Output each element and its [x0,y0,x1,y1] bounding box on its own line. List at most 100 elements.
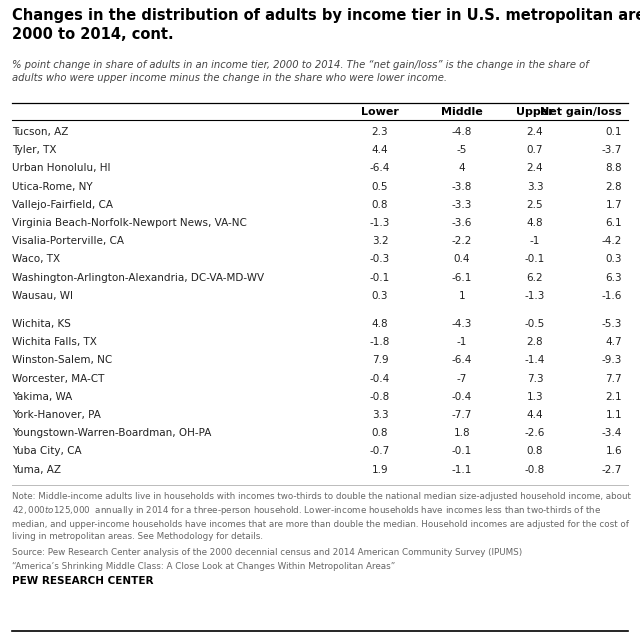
Text: Wichita, KS: Wichita, KS [12,319,71,329]
Text: 4.4: 4.4 [372,145,388,155]
Text: 7.9: 7.9 [372,356,388,365]
Text: -6.4: -6.4 [452,356,472,365]
Text: Changes in the distribution of adults by income tier in U.S. metropolitan areas,: Changes in the distribution of adults by… [12,8,640,42]
Text: -1.4: -1.4 [525,356,545,365]
Text: -1.6: -1.6 [602,291,622,301]
Text: 6.2: 6.2 [527,272,543,283]
Text: 2.1: 2.1 [605,392,622,402]
Text: 4.8: 4.8 [527,218,543,228]
Text: 2.5: 2.5 [527,200,543,210]
Text: 3.3: 3.3 [372,410,388,420]
Text: -0.7: -0.7 [370,446,390,457]
Text: -7: -7 [457,373,467,384]
Text: 7.3: 7.3 [527,373,543,384]
Text: 7.7: 7.7 [605,373,622,384]
Text: 1.6: 1.6 [605,446,622,457]
Text: Washington-Arlington-Alexandria, DC-VA-MD-WV: Washington-Arlington-Alexandria, DC-VA-M… [12,272,264,283]
Text: 0.4: 0.4 [454,255,470,264]
Text: 2.8: 2.8 [527,337,543,347]
Text: Winston-Salem, NC: Winston-Salem, NC [12,356,112,365]
Text: Wichita Falls, TX: Wichita Falls, TX [12,337,97,347]
Text: 3.3: 3.3 [527,182,543,192]
Text: -1.3: -1.3 [525,291,545,301]
Text: -4.2: -4.2 [602,236,622,246]
Text: -0.1: -0.1 [525,255,545,264]
Text: 1.3: 1.3 [527,392,543,402]
Text: -5: -5 [457,145,467,155]
Text: 4: 4 [459,163,465,173]
Text: Visalia-Porterville, CA: Visalia-Porterville, CA [12,236,124,246]
Text: 0.3: 0.3 [372,291,388,301]
Text: Yakima, WA: Yakima, WA [12,392,72,402]
Text: 4.7: 4.7 [605,337,622,347]
Text: -3.7: -3.7 [602,145,622,155]
Text: -1: -1 [457,337,467,347]
Text: -0.4: -0.4 [370,373,390,384]
Text: -1: -1 [530,236,540,246]
Text: -1.8: -1.8 [370,337,390,347]
Text: York-Hanover, PA: York-Hanover, PA [12,410,101,420]
Text: -5.3: -5.3 [602,319,622,329]
Text: -2.2: -2.2 [452,236,472,246]
Text: Utica-Rome, NY: Utica-Rome, NY [12,182,93,192]
Text: 1.1: 1.1 [605,410,622,420]
Text: -0.8: -0.8 [370,392,390,402]
Text: Yuma, AZ: Yuma, AZ [12,465,61,474]
Text: -4.8: -4.8 [452,127,472,137]
Text: -3.3: -3.3 [452,200,472,210]
Text: Wausau, WI: Wausau, WI [12,291,73,301]
Text: 3.2: 3.2 [372,236,388,246]
Text: 1.7: 1.7 [605,200,622,210]
Text: 1: 1 [459,291,465,301]
Text: -0.3: -0.3 [370,255,390,264]
Text: -3.4: -3.4 [602,428,622,438]
Text: Tucson, AZ: Tucson, AZ [12,127,68,137]
Text: -1.3: -1.3 [370,218,390,228]
Text: 2.4: 2.4 [527,127,543,137]
Text: Youngstown-Warren-Boardman, OH-PA: Youngstown-Warren-Boardman, OH-PA [12,428,211,438]
Text: 8.8: 8.8 [605,163,622,173]
Text: -3.6: -3.6 [452,218,472,228]
Text: Virginia Beach-Norfolk-Newport News, VA-NC: Virginia Beach-Norfolk-Newport News, VA-… [12,218,247,228]
Text: Yuba City, CA: Yuba City, CA [12,446,82,457]
Text: Urban Honolulu, HI: Urban Honolulu, HI [12,163,111,173]
Text: 0.7: 0.7 [527,145,543,155]
Text: Note: Middle-income adults live in households with incomes two-thirds to double : Note: Middle-income adults live in house… [12,491,631,541]
Text: 1.8: 1.8 [454,428,470,438]
Text: 2.3: 2.3 [372,127,388,137]
Text: -2.6: -2.6 [525,428,545,438]
Text: “America’s Shrinking Middle Class: A Close Look at Changes Within Metropolitan A: “America’s Shrinking Middle Class: A Clo… [12,562,396,571]
Text: 0.1: 0.1 [605,127,622,137]
Text: 0.8: 0.8 [372,200,388,210]
Text: 0.8: 0.8 [372,428,388,438]
Text: -0.4: -0.4 [452,392,472,402]
Text: -0.1: -0.1 [452,446,472,457]
Text: Middle: Middle [441,107,483,117]
Text: -9.3: -9.3 [602,356,622,365]
Text: -0.5: -0.5 [525,319,545,329]
Text: -7.7: -7.7 [452,410,472,420]
Text: PEW RESEARCH CENTER: PEW RESEARCH CENTER [12,576,154,586]
Text: Net gain/loss: Net gain/loss [540,107,622,117]
Text: -3.8: -3.8 [452,182,472,192]
Text: 0.5: 0.5 [372,182,388,192]
Text: 1.9: 1.9 [372,465,388,474]
Text: 2.4: 2.4 [527,163,543,173]
Text: Tyler, TX: Tyler, TX [12,145,56,155]
Text: Worcester, MA-CT: Worcester, MA-CT [12,373,104,384]
Text: % point change in share of adults in an income tier, 2000 to 2014. The “net gain: % point change in share of adults in an … [12,60,589,83]
Text: Vallejo-Fairfield, CA: Vallejo-Fairfield, CA [12,200,113,210]
Text: -6.4: -6.4 [370,163,390,173]
Text: 0.3: 0.3 [605,255,622,264]
Text: Source: Pew Research Center analysis of the 2000 decennial census and 2014 Ameri: Source: Pew Research Center analysis of … [12,548,522,557]
Text: -0.1: -0.1 [370,272,390,283]
Text: 2.8: 2.8 [605,182,622,192]
Text: 4.4: 4.4 [527,410,543,420]
Text: -4.3: -4.3 [452,319,472,329]
Text: Lower: Lower [361,107,399,117]
Text: 6.1: 6.1 [605,218,622,228]
Text: -0.8: -0.8 [525,465,545,474]
Text: 4.8: 4.8 [372,319,388,329]
Text: 6.3: 6.3 [605,272,622,283]
Text: -6.1: -6.1 [452,272,472,283]
